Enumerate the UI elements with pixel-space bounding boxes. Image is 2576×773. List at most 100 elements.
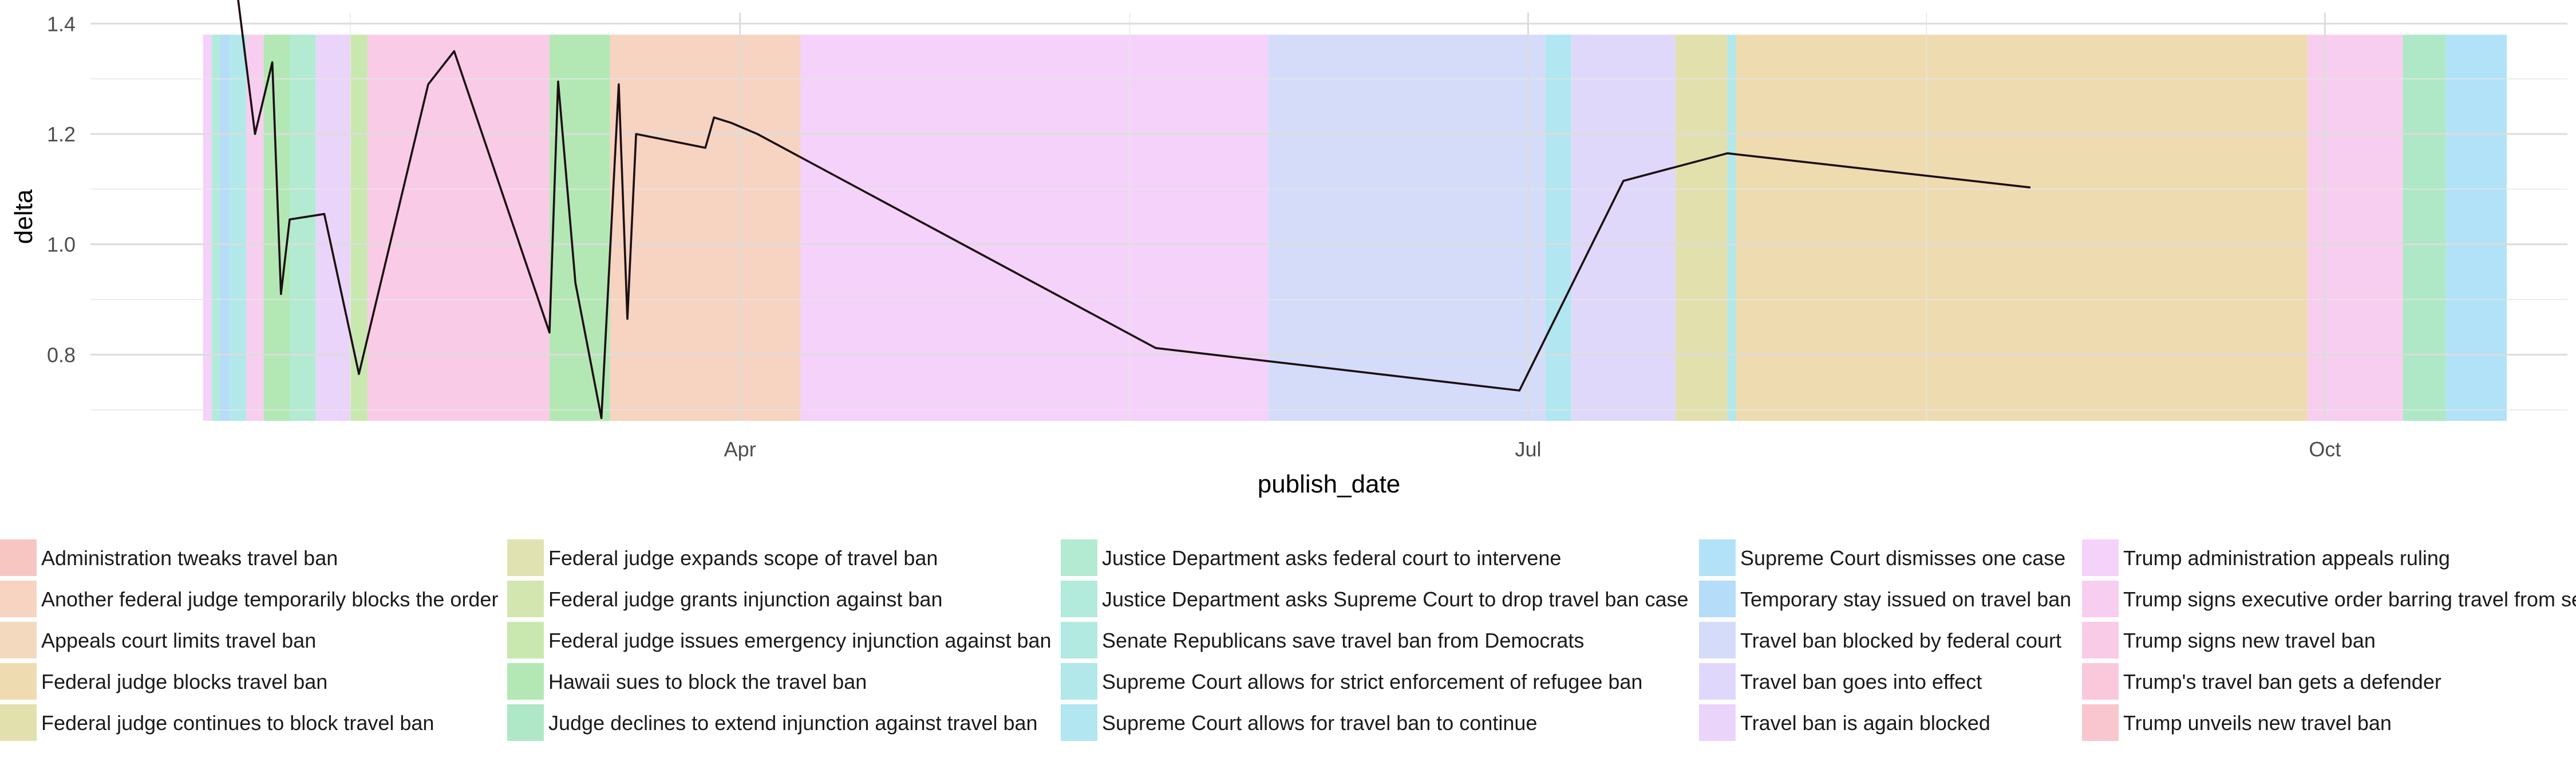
x-tick-label: Oct	[2309, 437, 2341, 461]
legend-key	[0, 622, 37, 658]
legend-item: Temporary stay issued on travel ban	[1699, 581, 2071, 617]
legend-key	[1061, 663, 1097, 700]
legend-key	[1699, 704, 1736, 741]
legend-label: Senate Republicans save travel ban from …	[1102, 629, 1584, 652]
event-band	[229, 34, 247, 421]
legend-item: Trump unveils new travel ban	[2082, 704, 2392, 741]
event-bands	[203, 34, 2507, 421]
legend-item: Another federal judge temporarily blocks…	[0, 581, 498, 617]
legend-key	[1061, 539, 1097, 576]
event-band	[220, 34, 230, 421]
event-band	[203, 34, 212, 421]
legend-item: Travel ban goes into effect	[1699, 663, 1982, 700]
event-band	[800, 34, 1269, 421]
y-tick-label: 1.0	[47, 233, 76, 257]
delta-series	[237, 0, 2031, 420]
y-axis-title: delta	[10, 189, 38, 244]
legend-label: Justice Department asks Supreme Court to…	[1102, 587, 1689, 611]
legend-label: Travel ban blocked by federal court	[1740, 629, 2061, 652]
legend-label: Trump signs executive order barring trav…	[2123, 587, 2576, 611]
legend-key	[2082, 539, 2119, 576]
legend-key	[0, 704, 37, 741]
legend-label: Supreme Court allows for strict enforcem…	[1102, 670, 1642, 693]
legend-label: Hawaii sues to block the travel ban	[548, 670, 867, 693]
event-band	[1545, 34, 1572, 421]
legend-key	[0, 539, 37, 576]
legend-item: Hawaii sues to block the travel ban	[507, 663, 867, 700]
event-band	[1571, 34, 1676, 421]
event-band	[246, 34, 264, 421]
legend-key	[0, 581, 37, 617]
legend-label: Federal judge issues emergency injunctio…	[548, 629, 1052, 652]
legend-item: Supreme Court allows for travel ban to c…	[1061, 704, 1537, 741]
legend-item: Appeals court limits travel ban	[0, 622, 316, 658]
legend-label: Supreme Court allows for travel ban to c…	[1102, 711, 1537, 735]
legend-key	[1061, 581, 1097, 617]
legend-key	[1061, 704, 1097, 741]
legend-item: Judge declines to extend injunction agai…	[507, 704, 1038, 741]
event-band	[2446, 34, 2507, 421]
legend-label: Justice Department asks federal court to…	[1102, 546, 1561, 570]
legend-label: Travel ban is again blocked	[1740, 711, 1990, 735]
legend-item: Justice Department asks federal court to…	[1061, 539, 1561, 576]
event-band	[315, 34, 350, 421]
legend-item: Federal judge continues to block travel …	[0, 704, 434, 741]
legend-key	[507, 581, 544, 617]
legend-item: Travel ban is again blocked	[1699, 704, 1990, 741]
legend: Administration tweaks travel ban Another …	[0, 539, 2576, 741]
delta-line	[237, 0, 2031, 420]
gridlines	[90, 13, 2567, 421]
legend-key	[507, 663, 544, 700]
legend-item: Administration tweaks travel ban	[0, 539, 338, 576]
legend-key	[2082, 704, 2119, 741]
legend-label: Travel ban goes into effect	[1740, 670, 1982, 693]
legend-label: Judge declines to extend injunction agai…	[548, 711, 1038, 735]
legend-item: Federal judge blocks travel ban	[0, 663, 327, 700]
legend-label: Federal judge continues to block travel …	[41, 711, 434, 735]
legend-item: Federal judge expands scope of travel ba…	[507, 539, 938, 576]
legend-key	[507, 704, 544, 741]
y-tick-label: 1.2	[47, 123, 76, 146]
event-band	[289, 34, 316, 421]
event-band	[350, 34, 368, 421]
legend-key	[1699, 622, 1736, 658]
legend-key	[1699, 581, 1736, 617]
legend-item: Senate Republicans save travel ban from …	[1061, 622, 1584, 658]
legend-label: Another federal judge temporarily blocks…	[41, 587, 498, 611]
legend-item: Trump administration appeals ruling	[2082, 539, 2450, 576]
y-tick-label: 1.4	[47, 12, 76, 36]
legend-label: Supreme Court dismisses one case	[1740, 546, 2065, 570]
legend-key	[1061, 622, 1097, 658]
legend-item: Supreme Court dismisses one case	[1699, 539, 2065, 576]
legend-item: Trump's travel ban gets a defender	[2082, 663, 2441, 700]
event-band	[368, 34, 550, 421]
legend-item: Trump signs new travel ban	[2082, 622, 2376, 658]
legend-label: Appeals court limits travel ban	[41, 629, 316, 652]
legend-key	[1699, 663, 1736, 700]
event-band	[2403, 34, 2447, 421]
legend-label: Temporary stay issued on travel ban	[1740, 587, 2071, 611]
x-axis-title: publish_date	[1258, 470, 1401, 498]
legend-key	[507, 539, 544, 576]
legend-item: Federal judge issues emergency injunctio…	[507, 622, 1052, 658]
x-tick-label: Apr	[724, 437, 756, 461]
legend-label: Federal judge expands scope of travel ba…	[548, 546, 938, 570]
legend-label: Trump signs new travel ban	[2123, 629, 2376, 652]
legend-item: Supreme Court allows for strict enforcem…	[1061, 663, 1642, 700]
event-band	[263, 34, 290, 421]
legend-key	[2082, 663, 2119, 700]
event-band	[1727, 34, 1736, 421]
event-band	[1675, 34, 1728, 421]
x-tick-label: Jul	[1515, 437, 1541, 461]
event-band	[1736, 34, 2308, 421]
event-band	[610, 34, 801, 421]
legend-key	[1699, 539, 1736, 576]
legend-key	[507, 622, 544, 658]
legend-item: Justice Department asks Supreme Court to…	[1061, 581, 1689, 617]
event-band	[211, 34, 220, 421]
y-tick-label: 0.8	[47, 343, 76, 366]
legend-label: Trump's travel ban gets a defender	[2123, 670, 2441, 693]
event-band	[1268, 34, 1546, 421]
legend-label: Trump administration appeals ruling	[2123, 546, 2450, 570]
